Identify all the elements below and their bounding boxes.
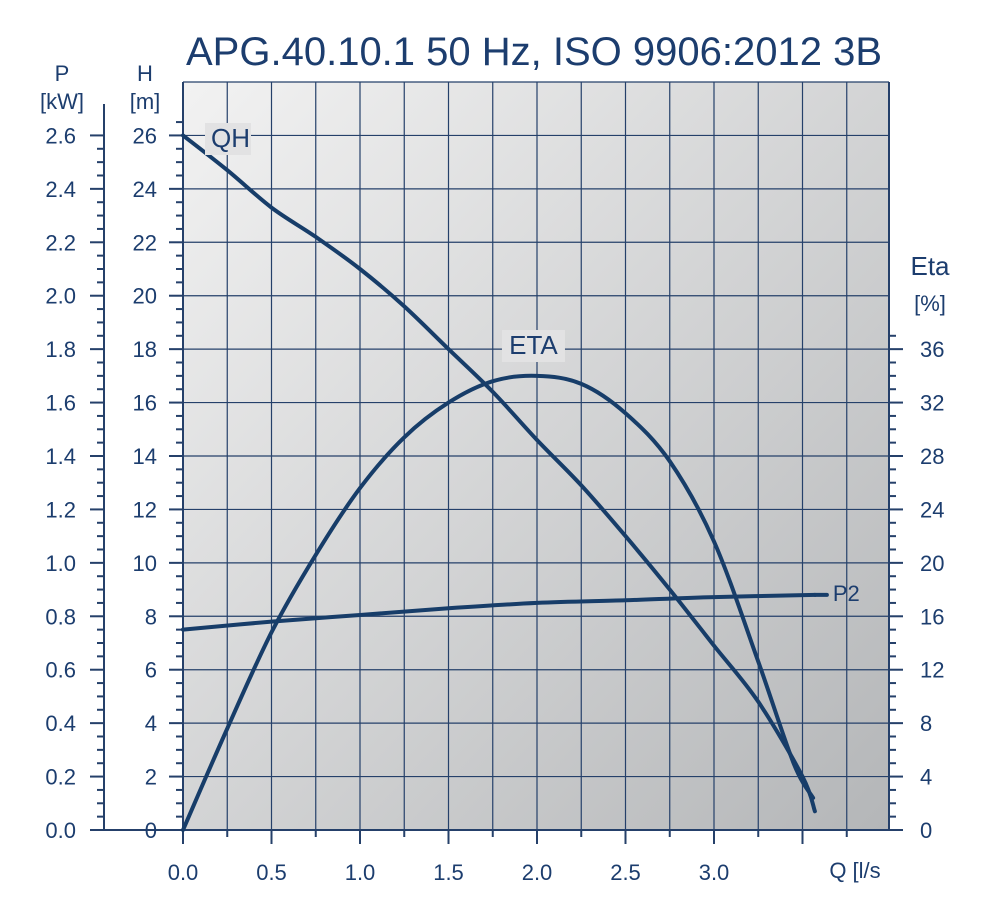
eta-tick-label: 20 bbox=[920, 551, 944, 576]
power-tick-label: 0.6 bbox=[45, 658, 76, 683]
head-tick-label: 4 bbox=[145, 711, 157, 736]
axes bbox=[90, 82, 903, 844]
chart-title: APG.40.10.1 50 Hz, ISO 9906:2012 3B bbox=[186, 30, 882, 74]
x-axis-label: Q [l/s bbox=[829, 858, 880, 883]
x-tick-label: 0.5 bbox=[256, 860, 287, 885]
power-tick-label: 2.0 bbox=[45, 284, 76, 309]
head-tick-label: 14 bbox=[133, 444, 157, 469]
eta-tick-label: 12 bbox=[920, 658, 944, 683]
power-tick-label: 1.6 bbox=[45, 391, 76, 416]
curve-p2 bbox=[181, 592, 817, 632]
x-tick-label: 3.0 bbox=[699, 860, 730, 885]
tick-labels: 0.0 0.2 0.4 0.6 0.8 1.0 1.2 1.4 1.6 1.8 2.0 2.2 2.4 2… bbox=[45, 123, 944, 885]
curve-label-background bbox=[205, 123, 251, 155]
curve-label-eta: ETA bbox=[509, 330, 558, 360]
eta-tick-label: 24 bbox=[920, 497, 944, 522]
eta-tick-label: 4 bbox=[920, 765, 932, 790]
head-tick-label: 24 bbox=[133, 177, 157, 202]
power-tick-label: 0.8 bbox=[45, 604, 76, 629]
power-tick-label: 2.4 bbox=[45, 177, 76, 202]
curves: QH ETA P2 bbox=[181, 123, 860, 832]
x-tick-label: 1.5 bbox=[433, 860, 464, 885]
power-axis-unit: [kW] bbox=[40, 89, 84, 114]
curve-label-background bbox=[501, 330, 565, 362]
power-tick-label: 1.4 bbox=[45, 444, 76, 469]
power-tick-label: 1.2 bbox=[45, 497, 76, 522]
eta-tick-label: 8 bbox=[920, 711, 932, 736]
curve-label-p2: P2 bbox=[833, 581, 860, 606]
head-tick-label: 0 bbox=[145, 818, 157, 843]
head-tick-label: 16 bbox=[133, 391, 157, 416]
power-tick-label: 0.2 bbox=[45, 765, 76, 790]
head-tick-label: 10 bbox=[133, 551, 157, 576]
eta-axis-unit: [%] bbox=[914, 291, 946, 316]
eta-tick-label: 32 bbox=[920, 391, 944, 416]
head-tick-label: 2 bbox=[145, 765, 157, 790]
power-tick-label: 1.8 bbox=[45, 337, 76, 362]
head-tick-label: 8 bbox=[145, 604, 157, 629]
x-tick-label: 1.0 bbox=[345, 860, 376, 885]
power-tick-label: 0.0 bbox=[45, 818, 76, 843]
eta-tick-label: 36 bbox=[920, 337, 944, 362]
head-axis-unit: [m] bbox=[130, 89, 161, 114]
head-tick-label: 18 bbox=[133, 337, 157, 362]
eta-tick-label: 28 bbox=[920, 444, 944, 469]
head-tick-label: 12 bbox=[133, 497, 157, 522]
x-tick-label: 0.0 bbox=[168, 860, 199, 885]
head-tick-label: 26 bbox=[133, 123, 157, 148]
curve-qh bbox=[181, 133, 817, 814]
eta-tick-label: 16 bbox=[920, 604, 944, 629]
power-axis-label: P bbox=[55, 61, 70, 86]
head-tick-label: 6 bbox=[145, 658, 157, 683]
power-tick-label: 1.0 bbox=[45, 551, 76, 576]
head-axis-label: H bbox=[137, 61, 153, 86]
power-tick-label: 2.6 bbox=[45, 123, 76, 148]
power-tick-label: 0.4 bbox=[45, 711, 76, 736]
power-tick-label: 2.2 bbox=[45, 230, 76, 255]
head-tick-label: 20 bbox=[133, 284, 157, 309]
curve-label-qh: QH bbox=[211, 123, 250, 153]
x-tick-label: 2.5 bbox=[610, 860, 641, 885]
eta-axis-label: Eta bbox=[910, 251, 950, 281]
eta-tick-label: 0 bbox=[920, 818, 932, 843]
x-tick-label: 2.0 bbox=[522, 860, 553, 885]
head-tick-label: 22 bbox=[133, 230, 157, 255]
